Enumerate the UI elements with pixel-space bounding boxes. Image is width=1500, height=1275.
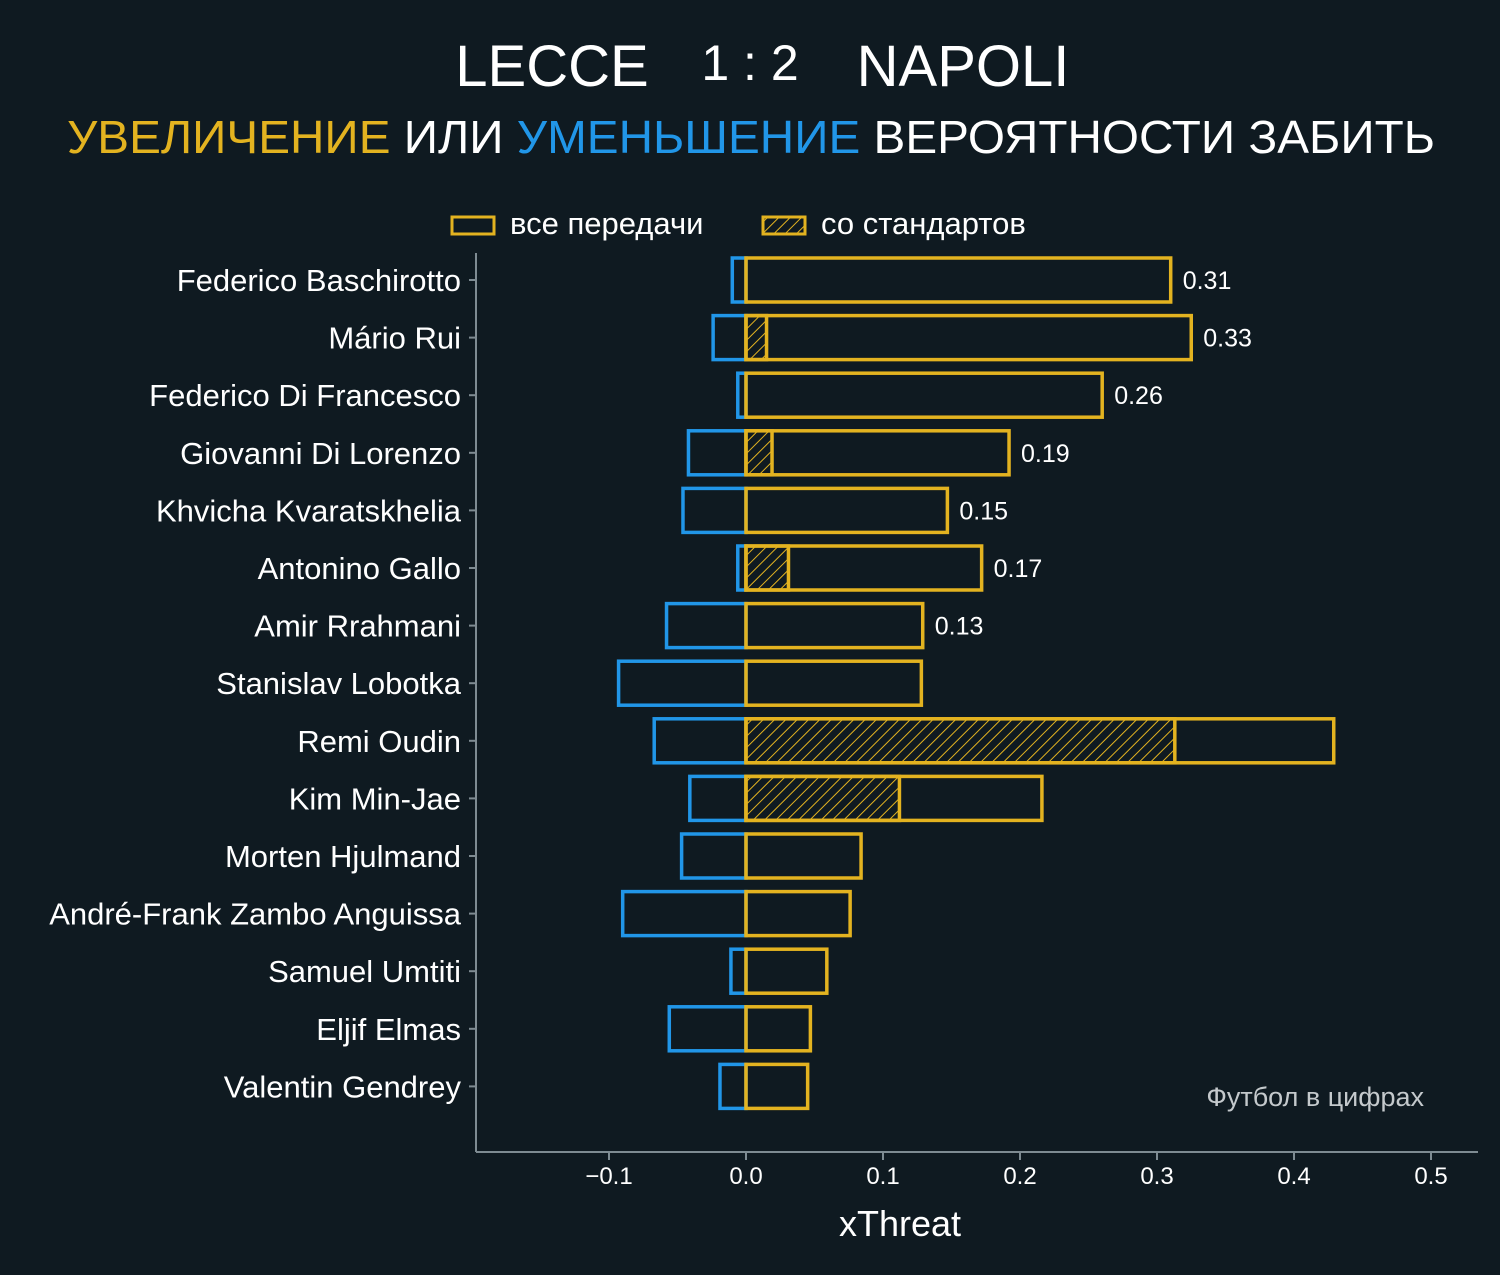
x-tick-label: −0.1 <box>585 1163 632 1190</box>
value-label-federico-di-francesco: 0.26 <box>1114 382 1163 410</box>
chart-legend: все передачи со стандартов <box>450 206 1026 241</box>
bar-positive-giovanni-di-lorenzo <box>744 429 1011 477</box>
bar-positive-mario-rui <box>744 313 1193 362</box>
player-label-amir-rrahmani: Amir Rrahmani <box>254 609 461 644</box>
bar-positive-kim-min-jae <box>744 774 1044 823</box>
bar-negative-amir-rrahmani <box>664 601 748 650</box>
bar-positive-samuel-umtiti <box>744 947 829 995</box>
bar-negative-valentin-gendrey <box>718 1062 748 1111</box>
x-tick-label: 0.5 <box>1414 1163 1447 1190</box>
bar-negative-samuel-umtiti <box>729 947 748 995</box>
value-label-giovanni-di-lorenzo: 0.19 <box>1021 440 1070 468</box>
bar-set-pieces-kim-min-jae <box>744 774 902 823</box>
bar-positive-khvicha-kvaratskhelia <box>744 486 950 535</box>
home-team-name: LECCE <box>455 34 648 99</box>
x-tick-label: 0.2 <box>1003 1163 1036 1190</box>
bar-positive-eljif-elmas <box>744 1005 813 1053</box>
away-team-name: NAPOLI <box>857 34 1070 99</box>
x-tick-label: 0.0 <box>729 1163 762 1190</box>
bar-positive-andre-frank-zambo-anguissa <box>744 889 852 938</box>
player-label-andre-frank-zambo-anguissa: André-Frank Zambo Anguissa <box>49 897 462 932</box>
bar-positive-remi-oudin <box>744 717 1336 765</box>
legend-all-passes-label: все передачи <box>510 206 703 241</box>
bar-set-pieces-mario-rui <box>744 313 769 362</box>
player-label-federico-baschirotto: Federico Baschirotto <box>177 263 461 298</box>
player-label-antonino-gallo: Antonino Gallo <box>258 551 461 586</box>
player-label-kim-min-jae: Kim Min-Jae <box>289 781 461 816</box>
value-label-amir-rrahmani: 0.13 <box>935 613 984 641</box>
player-label-remi-oudin: Remi Oudin <box>297 724 461 759</box>
bar-set-pieces-remi-oudin <box>744 717 1177 765</box>
bar-negative-stanislav-lobotka <box>616 659 748 707</box>
value-label-federico-baschirotto: 0.31 <box>1183 267 1232 295</box>
bar-negative-andre-frank-zambo-anguissa <box>620 889 748 938</box>
bar-positive-valentin-gendrey <box>744 1062 810 1111</box>
x-tick-label: 0.4 <box>1277 1163 1310 1190</box>
bar-negative-eljif-elmas <box>667 1005 748 1053</box>
legend-all-passes-swatch <box>450 215 496 236</box>
x-axis-label: xThreat <box>839 1203 961 1244</box>
value-label-mario-rui: 0.33 <box>1203 325 1252 353</box>
subtitle-decrease: УМЕНЬШЕНИЕ <box>517 111 874 163</box>
value-label-khvicha-kvaratskhelia: 0.15 <box>959 497 1008 525</box>
player-label-morten-hjulmand: Morten Hjulmand <box>225 839 461 874</box>
bar-negative-remi-oudin <box>652 717 748 765</box>
bar-negative-morten-hjulmand <box>679 832 748 880</box>
player-label-stanislav-lobotka: Stanislav Lobotka <box>216 666 461 701</box>
legend-set-pieces-label: со стандартов <box>821 206 1026 241</box>
watermark: Футбол в цифрах <box>1206 1082 1424 1112</box>
bar-set-pieces-giovanni-di-lorenzo <box>744 429 774 477</box>
bar-negative-giovanni-di-lorenzo <box>686 429 748 477</box>
player-label-valentin-gendrey: Valentin Gendrey <box>224 1069 462 1104</box>
chart-title: LECCE 1 : 2 NAPOLI <box>455 34 1069 99</box>
value-label-antonino-gallo: 0.17 <box>994 555 1043 583</box>
bar-positive-stanislav-lobotka <box>744 659 924 707</box>
bar-negative-khvicha-kvaratskhelia <box>681 486 748 535</box>
match-score: 1 : 2 <box>701 35 798 91</box>
bar-positive-federico-di-francesco <box>744 371 1104 419</box>
bar-negative-kim-min-jae <box>688 774 748 823</box>
player-label-mario-rui: Mário Rui <box>328 321 461 356</box>
subtitle-rest: ВЕРОЯТНОСТИ ЗАБИТЬ <box>874 111 1435 163</box>
chart-subtitle: УВЕЛИЧЕНИЕ ИЛИ УМЕНЬШЕНИЕ ВЕРОЯТНОСТИ ЗА… <box>67 111 1435 163</box>
bar-negative-mario-rui <box>711 313 748 362</box>
player-label-eljif-elmas: Eljif Elmas <box>316 1012 461 1047</box>
x-tick-label: 0.1 <box>866 1163 899 1190</box>
bar-positive-antonino-gallo <box>744 544 984 592</box>
legend-set-pieces-swatch <box>761 215 807 236</box>
plot-area: Federico Baschirotto 0.31 Mário Rui 0.33 Fed… <box>49 256 1448 1190</box>
bar-negative-federico-baschirotto <box>730 256 748 304</box>
x-tick-label: 0.3 <box>1140 1163 1173 1190</box>
player-label-giovanni-di-lorenzo: Giovanni Di Lorenzo <box>180 436 461 471</box>
player-label-federico-di-francesco: Federico Di Francesco <box>149 378 461 413</box>
subtitle-or: ИЛИ <box>404 111 517 163</box>
bar-positive-morten-hjulmand <box>744 832 863 880</box>
subtitle-increase: УВЕЛИЧЕНИЕ <box>67 111 404 163</box>
bar-positive-amir-rrahmani <box>744 601 925 650</box>
player-label-samuel-umtiti: Samuel Umtiti <box>268 954 461 989</box>
bar-positive-federico-baschirotto <box>744 256 1173 304</box>
player-label-khvicha-kvaratskhelia: Khvicha Kvaratskhelia <box>156 493 462 528</box>
bar-set-pieces-antonino-gallo <box>744 544 791 592</box>
